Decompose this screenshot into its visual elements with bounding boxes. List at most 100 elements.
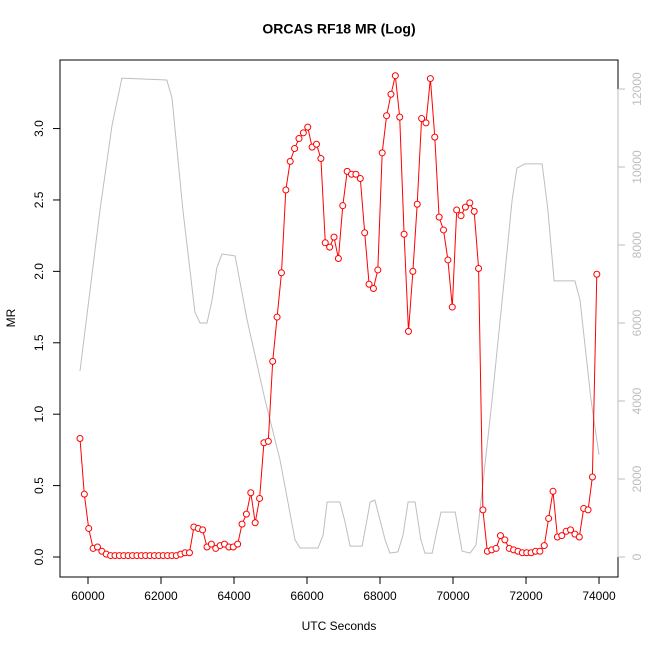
data-point: [378, 149, 386, 157]
chart-title: ORCAS RF18 MR (Log): [262, 21, 415, 37]
x-tick-label: 64000: [217, 589, 251, 603]
data-point: [435, 213, 443, 221]
data-point: [282, 186, 290, 194]
data-point: [185, 549, 193, 557]
y-tick-label: 0.0: [32, 548, 46, 565]
data-point: [356, 175, 364, 183]
data-point: [312, 140, 320, 148]
data-point: [330, 233, 338, 241]
data-point: [234, 540, 242, 548]
data-point: [501, 536, 509, 544]
data-point: [444, 256, 452, 264]
data-point: [251, 519, 259, 527]
y2-tick-label: 8000: [630, 231, 644, 258]
data-point: [383, 112, 391, 120]
x-tick-label: 70000: [436, 589, 470, 603]
data-point: [492, 544, 500, 552]
data-point: [396, 113, 404, 121]
data-point: [475, 265, 483, 273]
data-point: [413, 200, 421, 208]
data-point: [593, 270, 601, 278]
data-point: [291, 145, 299, 153]
x-axis-label: UTC Seconds: [302, 619, 377, 633]
data-point: [575, 533, 583, 541]
data-point: [457, 212, 465, 220]
data-point: [361, 229, 369, 237]
data-point: [540, 542, 548, 550]
data-point: [93, 543, 101, 551]
data-point: [207, 540, 215, 548]
data-point: [238, 520, 246, 528]
data-point: [317, 155, 325, 163]
data-point: [496, 532, 504, 540]
series-line: [79, 77, 600, 554]
data-point: [247, 489, 255, 497]
data-point: [264, 437, 272, 445]
y2-tick-label: 6000: [630, 309, 644, 336]
data-point: [304, 123, 312, 131]
data-point: [470, 207, 478, 215]
data-point: [299, 129, 307, 137]
x-tick-label: 72000: [509, 589, 543, 603]
data-point: [567, 526, 575, 534]
data-point: [334, 255, 342, 263]
series-line: [79, 75, 598, 557]
data-point: [453, 206, 461, 214]
data-point: [409, 267, 417, 275]
y2-tick-label: 2000: [630, 465, 644, 492]
data-point: [431, 133, 439, 141]
data-point: [286, 157, 294, 165]
y-tick-label: 0.5: [32, 477, 46, 494]
y-axis-label: MR: [4, 308, 18, 327]
data-point: [426, 75, 434, 83]
data-point: [85, 524, 93, 532]
data-point: [558, 532, 566, 540]
data-point: [76, 434, 84, 442]
y2-tick-label: 12000: [630, 72, 644, 106]
data-point: [400, 230, 408, 238]
y2-tick-label: 4000: [630, 387, 644, 414]
y-tick-label: 1.0: [32, 406, 46, 423]
data-point: [321, 239, 329, 247]
x-tick-label: 60000: [71, 589, 105, 603]
data-point: [422, 119, 430, 127]
y2-tick-label: 10000: [630, 150, 644, 184]
data-point: [369, 285, 377, 293]
data-point: [256, 494, 264, 502]
data-point: [440, 226, 448, 234]
x-tick-label: 68000: [363, 589, 397, 603]
y-tick-label: 3.0: [32, 120, 46, 137]
x-tick-label: 74000: [582, 589, 616, 603]
y-tick-label: 2.0: [32, 263, 46, 280]
data-point: [461, 203, 469, 211]
data-point: [536, 547, 544, 555]
data-point: [352, 170, 360, 178]
data-point: [295, 135, 303, 143]
data-point: [365, 280, 373, 288]
data-point: [374, 266, 382, 274]
data-point: [404, 327, 412, 335]
data-point: [339, 202, 347, 210]
y-tick-label: 2.5: [32, 191, 46, 208]
data-point: [387, 90, 395, 98]
y-tick-label: 1.5: [32, 334, 46, 351]
data-point: [545, 514, 553, 522]
data-point: [277, 269, 285, 277]
plot-box: [59, 59, 619, 578]
data-point: [326, 243, 334, 251]
data-point: [479, 506, 487, 514]
data-point: [269, 357, 277, 365]
data-point: [448, 303, 456, 311]
data-point: [80, 490, 88, 498]
x-tick-label: 66000: [290, 589, 324, 603]
data-point: [418, 115, 426, 123]
data-point: [466, 199, 474, 207]
data-point: [588, 473, 596, 481]
data-point: [549, 487, 557, 495]
data-point: [584, 506, 592, 514]
data-point: [199, 526, 207, 534]
x-tick-label: 62000: [144, 589, 178, 603]
data-point: [391, 72, 399, 80]
y2-tick-label: 0: [630, 553, 644, 560]
